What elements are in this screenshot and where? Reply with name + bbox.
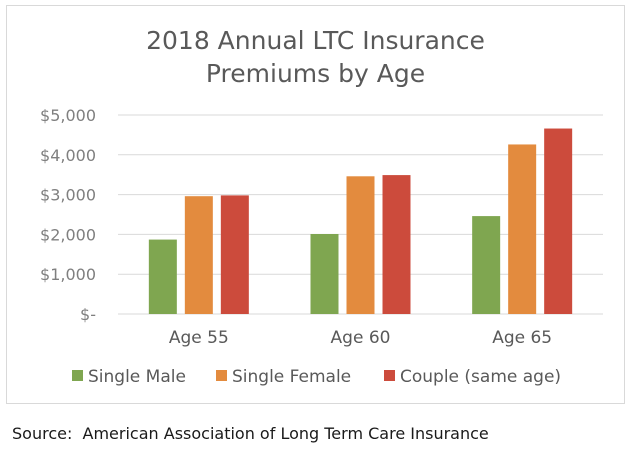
y-tick-label: $1,000: [40, 265, 96, 284]
legend-label: Couple (same age): [400, 367, 561, 387]
bar: [382, 175, 411, 314]
chart-title-line: 2018 Annual LTC Insurance: [146, 26, 485, 55]
y-tick-label: $-: [80, 305, 96, 324]
bar: [184, 196, 213, 314]
y-tick-label: $3,000: [40, 186, 96, 205]
legend-swatch: [384, 370, 395, 381]
y-tick-label: $4,000: [40, 146, 96, 165]
bar: [220, 195, 249, 314]
x-tick-label: Age 65: [492, 328, 552, 348]
legend-swatch: [72, 370, 83, 381]
legend-label: Single Female: [232, 367, 351, 387]
bar: [310, 234, 339, 314]
chart-plot: $- $1,000 $2,000 $3,000 $4,000 $5,000 Age 55 Ag…: [40, 106, 603, 387]
chart-title-line: Premiums by Age: [205, 59, 426, 88]
legend-swatch: [216, 370, 227, 381]
bar: [508, 144, 537, 314]
bar: [346, 176, 375, 314]
x-tick-label: Age 55: [169, 328, 229, 348]
chart-title: 2018 Annual LTC Insurance Premiums by Age: [7, 24, 624, 90]
x-tick-label: Age 60: [331, 328, 391, 348]
source-note: Source: American Association of Long Ter…: [12, 424, 489, 443]
bar: [148, 239, 177, 314]
y-tick-label: $5,000: [40, 106, 96, 125]
bar: [544, 128, 573, 314]
legend-label: Single Male: [88, 367, 186, 387]
bar: [472, 216, 501, 314]
y-tick-label: $2,000: [40, 225, 96, 244]
